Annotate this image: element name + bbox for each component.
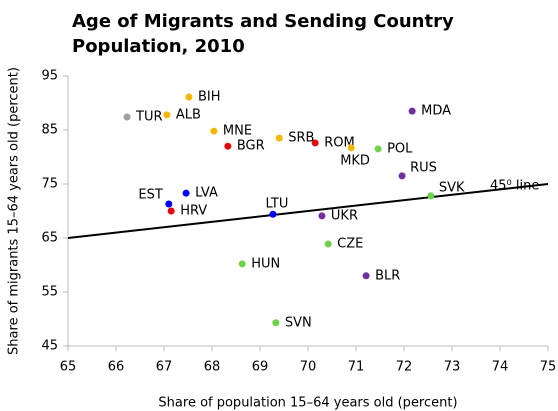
chart-title: Population, 2010 (72, 36, 245, 57)
x-tick-label: 69 (252, 360, 269, 375)
point-label: EST (138, 187, 162, 202)
y-tick-label: 65 (41, 231, 58, 246)
point (269, 210, 277, 218)
point (167, 207, 175, 215)
point (362, 272, 370, 280)
point-label: BIH (198, 90, 221, 105)
x-tick-label: 68 (204, 360, 221, 375)
point-label: BLR (375, 268, 400, 283)
point-label: SVN (285, 315, 312, 330)
point (324, 240, 332, 248)
y-axis-label: Share of migrants 15–64 years old (perce… (7, 67, 22, 355)
point-label: MKD (340, 153, 370, 168)
point (210, 127, 218, 135)
y-tick-label: 45 (41, 339, 58, 354)
point-label: RUS (410, 160, 437, 175)
point-label: BGR (237, 139, 265, 154)
point-label: LTU (265, 197, 288, 212)
point (318, 212, 326, 220)
point-label: HRV (180, 204, 207, 219)
point (165, 200, 173, 208)
y-tick-label: 85 (41, 123, 58, 138)
reference-line (67, 183, 549, 239)
point-label: SRB (288, 131, 314, 146)
point-label: TUR (135, 110, 163, 125)
point-label: ALB (176, 107, 201, 122)
point (238, 260, 246, 268)
point-label: CZE (337, 236, 363, 251)
point (275, 134, 283, 142)
y-tick-label: 95 (41, 69, 58, 84)
point (427, 192, 435, 200)
point-label: MNE (223, 124, 252, 139)
point (408, 107, 416, 115)
point-label: ROM (324, 135, 354, 150)
x-tick-label: 72 (396, 360, 413, 375)
y-tick-label: 75 (41, 177, 58, 192)
point (347, 144, 355, 152)
x-tick-label: 73 (444, 360, 461, 375)
x-tick-label: 67 (156, 360, 173, 375)
point-label: UKR (331, 208, 358, 223)
point (163, 111, 171, 119)
point (374, 145, 382, 153)
point-label: SVK (439, 180, 465, 195)
point (272, 319, 280, 327)
x-tick-label: 70 (300, 360, 317, 375)
x-axis-label: Share of population 15–64 years old (per… (158, 396, 457, 411)
reference-line-label: 45⁰ line (490, 179, 539, 194)
y-tick-label: 55 (41, 285, 58, 300)
point-label: HUN (251, 256, 280, 271)
x-tick-label: 66 (108, 360, 125, 375)
x-tick-label: 75 (540, 360, 557, 375)
x-tick-label: 74 (492, 360, 509, 375)
x-tick-label: 71 (348, 360, 365, 375)
point (185, 93, 193, 101)
x-tick-label: 65 (60, 360, 77, 375)
point-label: LVA (195, 186, 218, 201)
point-label: POL (387, 141, 413, 156)
point (224, 142, 232, 150)
point (398, 172, 406, 180)
point (182, 189, 190, 197)
point-label: MDA (421, 104, 451, 119)
point (311, 139, 319, 147)
chart-title: Age of Migrants and Sending Country (72, 11, 454, 32)
point (123, 113, 131, 121)
